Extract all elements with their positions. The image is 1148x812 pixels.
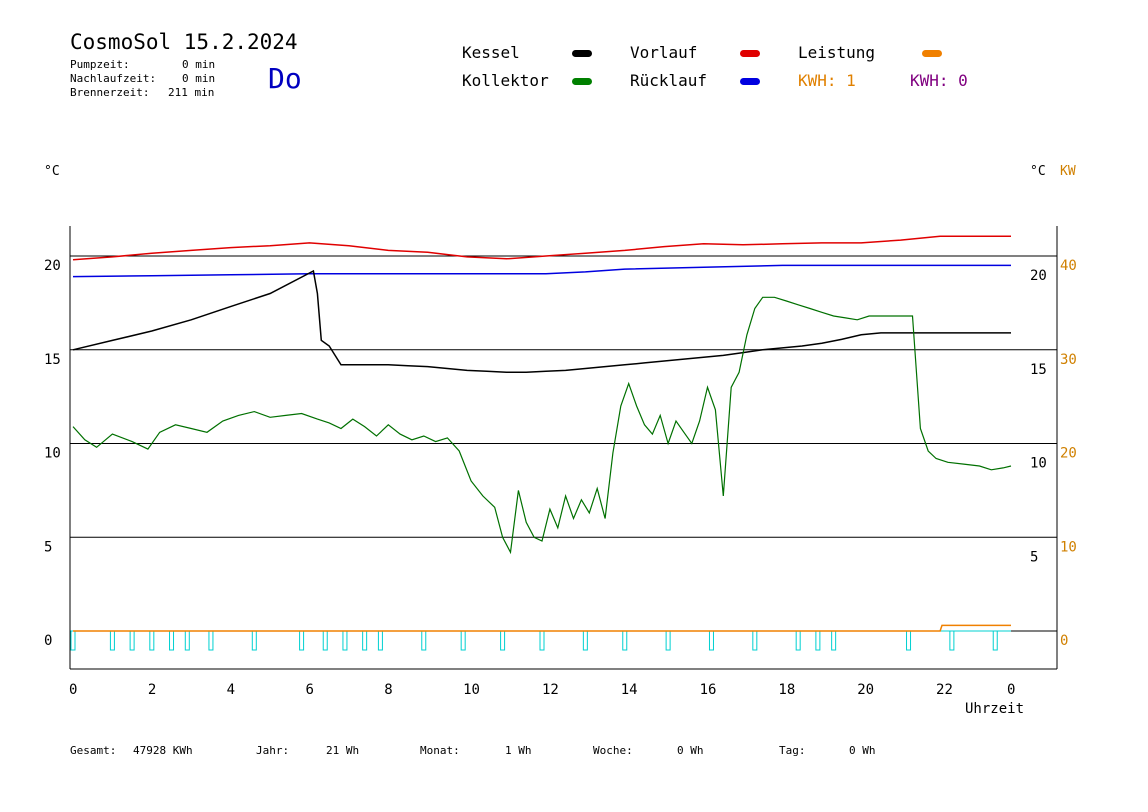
x-tick-label: 2 (148, 682, 156, 698)
legend-kollektor-label: Kollektor (462, 71, 549, 90)
x-tick-label: 14 (621, 682, 638, 698)
footer-tag-value: 0 Wh (849, 744, 876, 757)
right-tick-label: 40 (1060, 258, 1077, 274)
x-tick-label: 4 (227, 682, 235, 698)
left-tick-label: 0 (44, 633, 52, 649)
pump-pulse (795, 630, 801, 651)
left-tick-label: 20 (44, 258, 61, 274)
left-tick-label: 5 (44, 539, 52, 555)
pumpzeit-value: 0 min (182, 58, 216, 71)
x-tick-label: 0 (69, 682, 77, 698)
right-tick-label: 20 (1060, 446, 1077, 462)
pump-pulse (992, 630, 998, 651)
footer-jahr-value: 21 Wh (326, 744, 360, 757)
inner-right-tick-label: 15 (1030, 362, 1047, 378)
pump-pulse (906, 630, 912, 651)
pump-pulse (949, 630, 955, 651)
left-tick-label: 15 (44, 352, 61, 368)
pump-pulse (539, 630, 545, 651)
pump-pulse (184, 630, 190, 651)
x-tick-label: 22 (936, 682, 953, 698)
legend-leistung-swatch (922, 50, 942, 57)
weekday-label: Do (268, 62, 302, 95)
x-tick-label: 12 (542, 682, 559, 698)
footer-gesamt-value: 47928 KWh (133, 744, 193, 757)
pump-pulse (708, 630, 714, 651)
x-tick-label: 8 (384, 682, 392, 698)
left-tick-label: 10 (44, 446, 61, 462)
pump-pulse (299, 630, 305, 651)
footer-gesamt-label: Gesamt: (70, 744, 117, 757)
inner-right-axis-unit: °C (1030, 164, 1046, 179)
pump-pulse (70, 630, 76, 651)
right-axis-unit: KW (1060, 164, 1076, 179)
legend-kwh-1: KWH: 1 (798, 71, 856, 90)
right-tick-label: 30 (1060, 352, 1077, 368)
footer-tag-label: Tag: (779, 744, 806, 757)
series-leistung (73, 624, 1011, 632)
pump-pulse (208, 630, 214, 651)
legend-vorlauf-label: Vorlauf (630, 43, 698, 62)
pump-pulse (129, 630, 135, 651)
inner-right-tick-label: 10 (1030, 456, 1047, 472)
series-ruecklauf (72, 264, 1011, 278)
x-tick-label: 16 (700, 682, 717, 698)
pump-pulse (815, 630, 821, 651)
footer-woche-label: Woche: (593, 744, 633, 757)
legend-kessel-label: Kessel (462, 43, 520, 62)
right-tick-label: 0 (1060, 633, 1068, 649)
legend-ruecklauf-swatch (740, 78, 760, 85)
x-tick-label: 20 (857, 682, 874, 698)
footer-jahr-label: Jahr: (256, 744, 290, 757)
inner-right-tick-label: 20 (1030, 268, 1047, 284)
pump-pulse (500, 630, 506, 651)
x-tick-label: 18 (778, 682, 795, 698)
series-vorlauf (72, 235, 1011, 261)
pump-pulse (831, 630, 837, 651)
legend-ruecklauf-label: Rücklauf (630, 71, 708, 90)
pump-pulse (251, 630, 257, 651)
pump-pulse (622, 630, 628, 651)
pump-pulse (460, 630, 466, 651)
pump-pulse (752, 630, 758, 651)
pump-pulse (665, 630, 671, 651)
inner-right-tick-label: 5 (1030, 549, 1038, 565)
right-tick-label: 10 (1060, 539, 1077, 555)
pump-pulse (421, 630, 427, 651)
footer-monat-label: Monat: (420, 744, 460, 757)
legend-kwh-2: KWH: 0 (910, 71, 968, 90)
footer-woche-value: 0 Wh (677, 744, 704, 757)
left-axis-unit: °C (44, 164, 60, 179)
pump-pulse (582, 630, 588, 651)
pumpzeit-label: Pumpzeit: (70, 58, 130, 71)
pump-pulse (169, 630, 175, 651)
x-tick-label: 10 (463, 682, 480, 698)
x-axis-label: Uhrzeit (965, 701, 1025, 717)
page-title: CosmoSol 15.2.2024 (70, 30, 298, 54)
brennerzeit-value: 211 min (168, 86, 215, 99)
footer-monat-value: 1 Wh (505, 744, 532, 757)
pump-pulse (362, 630, 368, 651)
x-tick-label: 6 (305, 682, 313, 698)
series-kessel (72, 269, 1011, 374)
legend-vorlauf-swatch (740, 50, 760, 57)
nachlaufzeit-label: Nachlaufzeit: (70, 72, 157, 85)
pump-pulse (109, 630, 115, 651)
nachlaufzeit-value: 0 min (182, 72, 216, 85)
series-kollektor (72, 296, 1012, 555)
legend-kollektor-swatch (572, 78, 592, 85)
pump-pulse (149, 630, 155, 651)
x-tick-label: 0 (1007, 682, 1015, 698)
pump-pulse (342, 630, 348, 651)
pump-pulse (377, 630, 383, 651)
pump-pulse (322, 630, 328, 651)
legend-leistung-label: Leistung (798, 43, 876, 62)
brennerzeit-label: Brennerzeit: (70, 86, 150, 99)
legend-kessel-swatch (572, 50, 592, 57)
